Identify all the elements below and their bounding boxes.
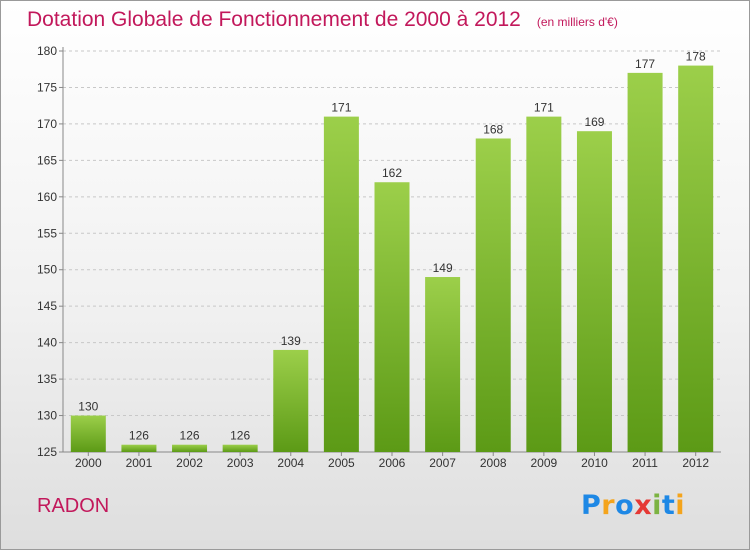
y-tick-label: 130 — [37, 409, 57, 423]
data-label: 169 — [584, 115, 604, 129]
x-tick-label: 2004 — [277, 456, 304, 470]
data-label: 126 — [230, 429, 250, 443]
bar — [526, 116, 562, 453]
x-tick-label: 2006 — [379, 456, 406, 470]
bar — [425, 277, 461, 452]
logo-letter: x — [634, 490, 653, 521]
data-label: 171 — [331, 101, 351, 115]
x-tick-label: 2000 — [75, 456, 102, 470]
y-tick-label: 165 — [37, 153, 57, 167]
bar — [576, 131, 612, 452]
x-tick-label: 2001 — [126, 456, 153, 470]
data-label: 126 — [180, 429, 200, 443]
y-tick-label: 160 — [37, 190, 57, 204]
bar — [121, 444, 157, 452]
x-tick-label: 2010 — [581, 456, 608, 470]
data-label: 149 — [433, 261, 453, 275]
bar — [374, 182, 410, 452]
bar — [627, 72, 663, 452]
y-tick-label: 145 — [37, 299, 57, 313]
x-tick-label: 2002 — [176, 456, 203, 470]
x-tick-label: 2008 — [480, 456, 507, 470]
y-tick-label: 140 — [37, 336, 57, 350]
chart-subtitle: (en milliers d'€) — [536, 15, 618, 29]
y-tick-label: 125 — [37, 445, 57, 459]
x-tick-label: 2011 — [632, 456, 658, 470]
x-tick-label: 2005 — [328, 456, 355, 470]
logo-letter: t — [661, 490, 676, 521]
bar — [678, 65, 714, 452]
y-tick-label: 150 — [37, 263, 57, 277]
x-tick-label: 2007 — [429, 456, 456, 470]
y-tick-label: 135 — [37, 372, 57, 386]
proxiti-logo: Proxiti — [581, 490, 685, 521]
x-tick-label: 2009 — [530, 456, 557, 470]
data-label: 171 — [534, 101, 554, 115]
bar — [273, 349, 309, 452]
data-label: 177 — [635, 57, 655, 71]
y-tick-label: 180 — [37, 44, 57, 58]
logo-letter: i — [652, 490, 662, 521]
logo-letter: i — [675, 490, 686, 521]
bar — [222, 444, 258, 452]
y-tick-label: 175 — [37, 80, 57, 94]
data-label: 139 — [281, 334, 301, 348]
data-label: 162 — [382, 166, 402, 180]
data-label: 168 — [483, 122, 503, 136]
data-label: 130 — [78, 400, 98, 414]
bar — [172, 444, 208, 452]
chart-title: Dotation Globale de Fonctionnement de 20… — [27, 8, 618, 32]
data-label: 126 — [129, 429, 149, 443]
logo-letter: o — [615, 490, 635, 521]
x-tick-label: 2003 — [227, 456, 254, 470]
bar — [475, 138, 511, 452]
bar — [323, 116, 359, 453]
y-tick-label: 155 — [37, 226, 57, 240]
x-tick-label: 2012 — [682, 456, 709, 470]
data-label: 178 — [686, 50, 706, 64]
commune-name: RADON — [37, 495, 110, 517]
chart-title-text: Dotation Globale de Fonctionnement de 20… — [27, 8, 521, 31]
bar — [70, 415, 106, 452]
logo-letter: P — [581, 490, 602, 521]
logo-letter: r — [601, 490, 616, 521]
y-tick-label: 170 — [37, 117, 57, 131]
